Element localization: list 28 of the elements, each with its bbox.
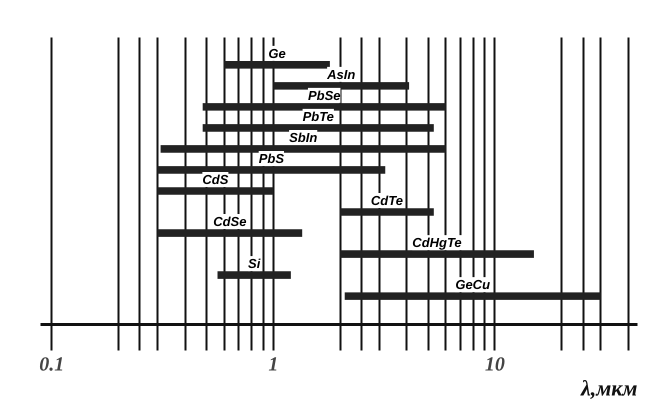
- y-tick-label: AsIn: [326, 66, 356, 82]
- y-tick-label: PbSe: [308, 88, 340, 103]
- y-tick-label: PbTe: [302, 108, 334, 124]
- bar: [273, 82, 410, 90]
- x-axis-title: λ,мкм: [580, 376, 638, 400]
- bar: [157, 229, 302, 237]
- bar: [218, 271, 291, 279]
- y-tick-label: CdSe: [213, 214, 246, 230]
- y-tick-label: CdHgTe: [412, 235, 462, 250]
- bar: [160, 145, 446, 153]
- x-tick-label: 0.1: [39, 354, 64, 376]
- bar: [157, 166, 386, 174]
- y-tick-label: CdS: [202, 172, 229, 187]
- bar: [340, 250, 534, 258]
- y-tick-label: GeCu: [455, 277, 490, 292]
- bar: [202, 124, 434, 132]
- y-tick-label: Ge: [268, 46, 286, 61]
- bar: [202, 103, 446, 111]
- y-tick-label: Si: [248, 256, 261, 272]
- y-tick-label: PbS: [258, 150, 284, 166]
- bar: [344, 292, 601, 300]
- bar: [157, 187, 274, 195]
- bar: [224, 61, 330, 69]
- x-tick-label: 10: [484, 354, 505, 376]
- y-tick-label: SbIn: [289, 130, 318, 145]
- y-tick-label: CdTe: [370, 193, 403, 208]
- bar: [340, 208, 434, 216]
- x-tick-label: 1: [268, 354, 278, 376]
